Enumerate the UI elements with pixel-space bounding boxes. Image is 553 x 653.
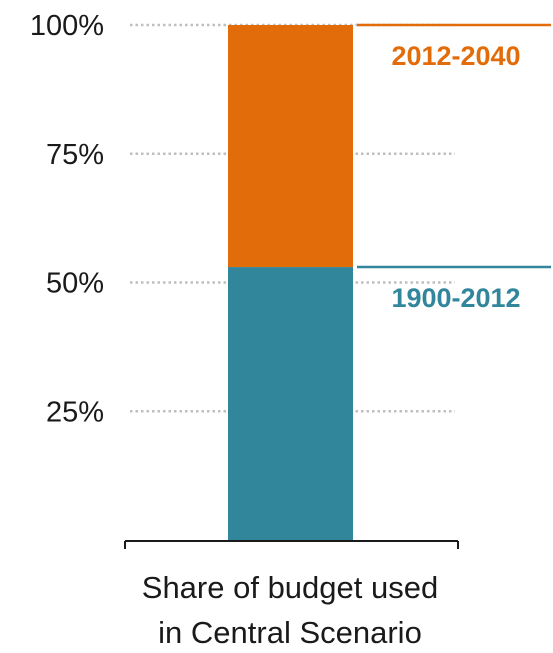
x-axis [124, 540, 459, 549]
y-tick-label-25: 25% [46, 396, 104, 428]
y-tick-labels: 25% 50% 75% 100% [30, 10, 104, 428]
bar-segments [228, 25, 353, 540]
series-labels: 1900-2012 2012-2040 [357, 23, 551, 313]
y-tick-label-100: 100% [30, 10, 104, 42]
x-axis-title-line-2: in Central Scenario [158, 615, 422, 650]
x-axis-title-line-1: Share of budget used [142, 570, 438, 605]
y-tick-label-50: 50% [46, 268, 104, 300]
series-label-1900-2012: 1900-2012 [391, 283, 520, 313]
series-label-2012-2040: 2012-2040 [391, 41, 520, 71]
y-tick-label-75: 75% [46, 139, 104, 171]
bar-segment-2012-2040 [228, 25, 353, 268]
bar-segment-1900-2012 [228, 267, 353, 540]
